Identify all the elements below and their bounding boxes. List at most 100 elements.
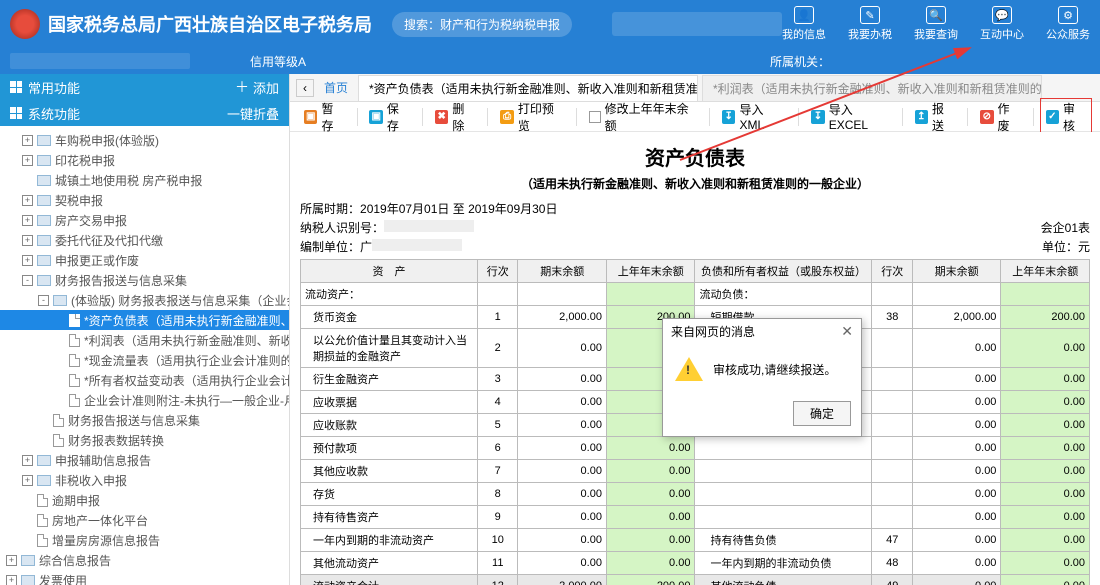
print-button[interactable]: ⎙打印预览	[494, 98, 570, 136]
tree-item[interactable]: +房地产一体化平台	[0, 510, 289, 530]
folder-icon	[21, 575, 35, 585]
send-button[interactable]: ↥报送	[909, 98, 962, 136]
header-nav: 👤我的信息 ✎我要办税 🔍我要查询 💬互动中心 ⚙公众服务	[782, 6, 1090, 42]
tree-toggle-icon[interactable]: -	[38, 295, 49, 306]
table-row: 流动资产合计122,000.00200.00 其他流动负债490.000.00	[301, 575, 1090, 585]
import-icon: ↧	[722, 110, 735, 124]
tree-toggle-icon[interactable]: +	[6, 575, 17, 585]
tree-item[interactable]: +申报辅助信息报告	[0, 450, 289, 470]
tree-label: 房地产一体化平台	[52, 512, 148, 529]
tree-label: 财务报表数据转换	[68, 432, 164, 449]
tree-item[interactable]: +非税收入申报	[0, 470, 289, 490]
tree-item[interactable]: +逾期申报	[0, 490, 289, 510]
folder-icon	[37, 175, 51, 186]
tree-item[interactable]: +综合信息报告	[0, 550, 289, 570]
save-icon: ▣	[369, 110, 382, 124]
tree-toggle-icon[interactable]: +	[22, 255, 33, 266]
import-excel-button[interactable]: ↧导入EXCEL	[805, 99, 895, 134]
dialog-titlebar: 来自网页的消息 ✕	[663, 319, 861, 343]
tree-item[interactable]: + 发票使用	[0, 570, 289, 585]
void-icon: ⊘	[980, 110, 993, 124]
tree-item[interactable]: +*资产负债表（适用未执行新金融准则、新收	[0, 310, 289, 330]
tree-toggle-icon[interactable]: +	[22, 215, 33, 226]
tree-toggle-icon[interactable]: +	[22, 135, 33, 146]
table-row: 一年内到期的非流动资产100.000.00 持有待售负债470.000.00	[301, 529, 1090, 552]
tree-item[interactable]: +增量房房源信息报告	[0, 530, 289, 550]
tree-item[interactable]: +城镇土地使用税 房产税申报	[0, 170, 289, 190]
tree-label: 契税申报	[55, 192, 103, 209]
add-common-button[interactable]: ＋添加	[235, 77, 279, 97]
tree-toggle-icon[interactable]: +	[6, 555, 17, 566]
tree-item[interactable]: + 契税申报	[0, 190, 289, 210]
ok-button[interactable]: 确定	[793, 401, 851, 426]
tree-label: 发票使用	[39, 572, 87, 585]
tab-back-icon[interactable]: ‹	[296, 79, 314, 97]
chat-icon: 💬	[992, 6, 1012, 24]
credit-grade: 信用等级A	[250, 53, 306, 70]
tree-item[interactable]: +申报更正或作废	[0, 250, 289, 270]
tree-item[interactable]: +委托代征及代扣代缴	[0, 230, 289, 250]
folder-icon	[37, 155, 51, 166]
tree-toggle-icon[interactable]: +	[22, 195, 33, 206]
form-icon: ✎	[860, 6, 880, 24]
tree-item[interactable]: +财务报表数据转换	[0, 430, 289, 450]
folder-icon	[37, 475, 51, 486]
folder-icon	[37, 195, 51, 206]
subheader-blur	[10, 53, 190, 69]
import-xml-button[interactable]: ↧导入XML	[716, 99, 792, 134]
tree-item[interactable]: +车购税申报(体验版)	[0, 130, 289, 150]
section-system[interactable]: 系统功能 一键折叠	[0, 100, 289, 126]
nav-public[interactable]: ⚙公众服务	[1046, 6, 1090, 42]
check-icon: ✓	[1046, 110, 1059, 124]
tree-item[interactable]: +印花税申报	[0, 150, 289, 170]
audit-button[interactable]: ✓审核	[1040, 98, 1093, 136]
tab-home[interactable]: 首页	[318, 79, 354, 96]
folder-icon	[21, 555, 35, 566]
table-row: 其他流动资产110.000.00 一年内到期的非流动负债480.000.00	[301, 552, 1090, 575]
nav-interact[interactable]: 💬互动中心	[980, 6, 1024, 42]
file-icon	[69, 394, 80, 407]
delete-button[interactable]: ✖删除	[429, 98, 482, 136]
tree-item[interactable]: +财务报告报送与信息采集	[0, 410, 289, 430]
header-blur	[612, 12, 782, 36]
tree-item[interactable]: +*利润表（适用未执行新金融准则、新收入准	[0, 330, 289, 350]
tree-label: *现金流量表（适用执行企业会计准则的一般	[84, 352, 289, 369]
alert-dialog: 来自网页的消息 ✕ 审核成功,请继续报送。 确定	[662, 318, 862, 437]
collapse-all-button[interactable]: 一键折叠	[227, 104, 279, 123]
tree-toggle-icon[interactable]: -	[22, 275, 33, 286]
table-row: 预付款项60.000.000.000.00	[301, 437, 1090, 460]
tree-toggle-icon[interactable]: +	[22, 235, 33, 246]
file-icon	[53, 434, 64, 447]
temp-save-button[interactable]: ▣暂存	[298, 98, 351, 136]
file-icon	[69, 354, 80, 367]
tree-item[interactable]: +企业会计准则附注-未执行—一般企业-月季	[0, 390, 289, 410]
tree-item[interactable]: +*现金流量表（适用执行企业会计准则的一般	[0, 350, 289, 370]
file-icon	[37, 534, 48, 547]
section-common[interactable]: 常用功能 ＋添加	[0, 74, 289, 100]
folder-icon	[37, 275, 51, 286]
tree-item[interactable]: +*所有者权益变动表（适用执行企业会计准则	[0, 370, 289, 390]
tree-item[interactable]: -(体验版) 财务报表报送与信息采集（企业会	[0, 290, 289, 310]
nav-query[interactable]: 🔍我要查询	[914, 6, 958, 42]
modify-prev-checkbox[interactable]: 修改上年年末余额	[583, 98, 703, 136]
tree-item[interactable]: + 房产交易申报	[0, 210, 289, 230]
grid-icon	[10, 107, 22, 119]
table-row: 持有待售资产90.000.000.000.00	[301, 506, 1090, 529]
dialog-message: 审核成功,请继续报送。	[713, 361, 836, 378]
tree-toggle-icon[interactable]: +	[22, 475, 33, 486]
void-button[interactable]: ⊘作废	[974, 98, 1027, 136]
nav-apply-tax[interactable]: ✎我要办税	[848, 6, 892, 42]
close-icon[interactable]: ✕	[841, 323, 853, 340]
nav-my-info[interactable]: 👤我的信息	[782, 6, 826, 42]
logo-icon	[10, 9, 40, 39]
tree-label: 企业会计准则附注-未执行—一般企业-月季	[84, 392, 289, 409]
tree-label: 财务报告报送与信息采集	[68, 412, 200, 429]
tree-toggle-icon[interactable]: +	[22, 155, 33, 166]
search-input[interactable]: 搜索：财产和行为税纳税申报	[392, 12, 572, 37]
tree-label: 房产交易申报	[55, 212, 127, 229]
folder-icon	[37, 215, 51, 226]
save-button[interactable]: ▣保存	[363, 98, 416, 136]
user-icon: 👤	[794, 6, 814, 24]
tree-toggle-icon[interactable]: +	[22, 455, 33, 466]
tree-item[interactable]: -财务报告报送与信息采集	[0, 270, 289, 290]
